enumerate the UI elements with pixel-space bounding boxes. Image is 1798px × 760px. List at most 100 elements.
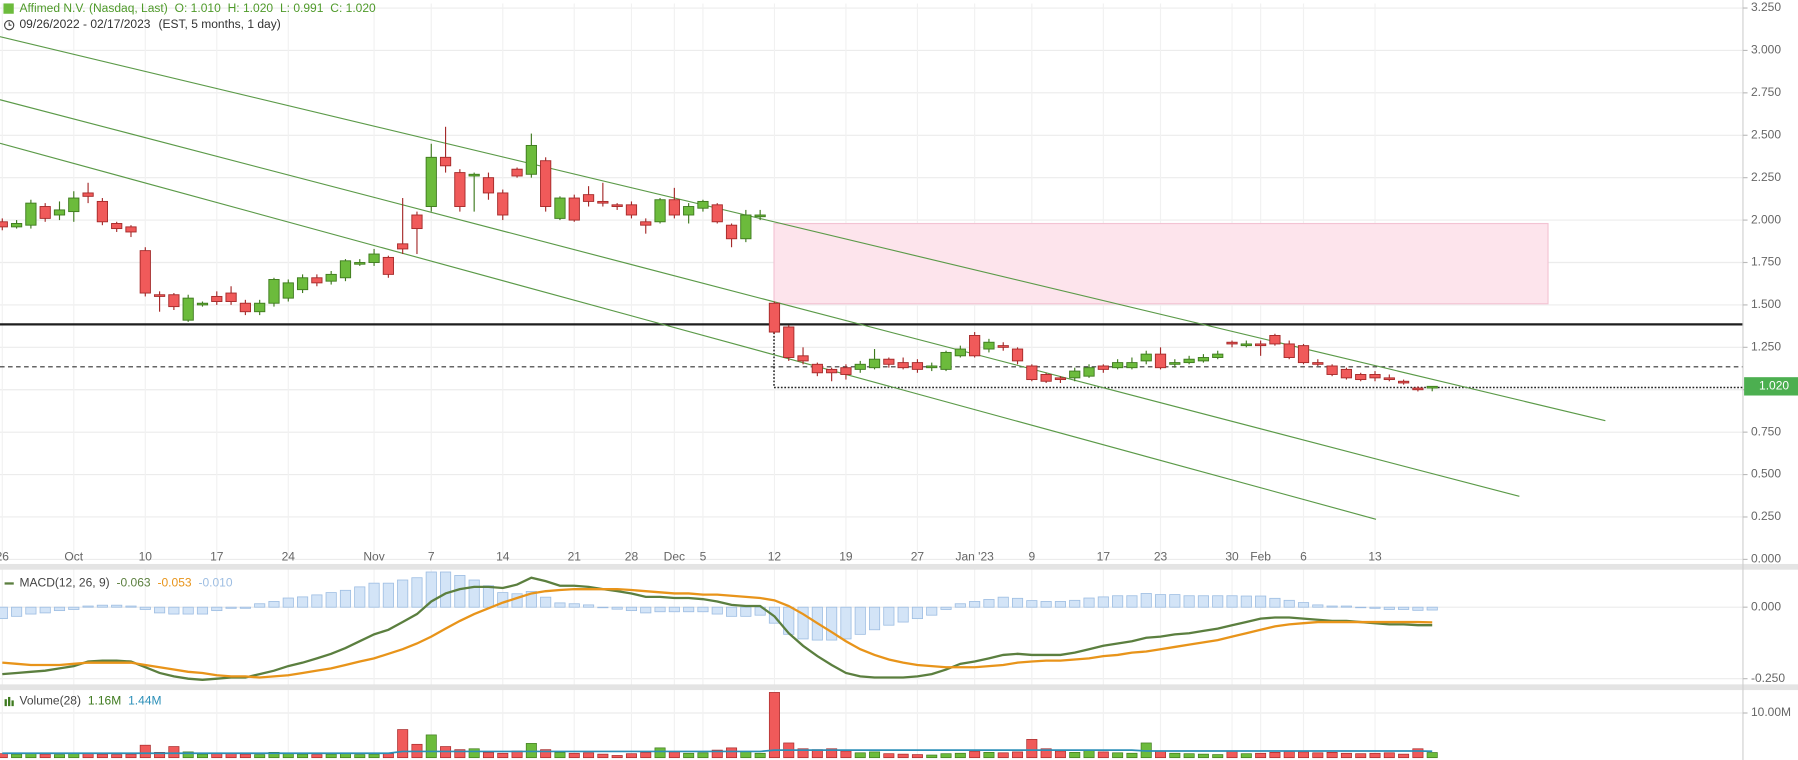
volume-bar (726, 747, 738, 759)
histogram-bar (354, 586, 366, 608)
candle-body (68, 197, 80, 213)
histogram-bar (53, 606, 66, 612)
histogram-bar (1255, 595, 1267, 608)
y-tick-label: 0.750 (1751, 424, 1781, 438)
histogram-bar (611, 606, 623, 610)
candle-body (82, 192, 94, 197)
header-value: L: 0.991 (280, 1, 324, 15)
volume-bar (1240, 753, 1252, 759)
volume-bar (196, 753, 208, 759)
histogram-bar (139, 606, 151, 610)
candle-body (397, 243, 409, 250)
x-tick-label: 26 (0, 549, 9, 563)
histogram-bar (868, 606, 881, 631)
volume-bar (497, 752, 509, 759)
histogram-bar (1355, 606, 1367, 609)
histogram-bar (1026, 600, 1038, 608)
candle-body (568, 197, 580, 221)
candle-body (1297, 345, 1310, 364)
candle-body (1326, 365, 1338, 375)
candle-body (1398, 380, 1410, 384)
volume-bar (1426, 752, 1438, 759)
candle-body (1140, 353, 1152, 362)
volume-bar (826, 748, 838, 759)
volume-bar (1269, 751, 1281, 759)
histogram-bar (468, 579, 480, 608)
volume-bar (954, 752, 966, 759)
candle-body (96, 200, 108, 223)
histogram-bar (268, 601, 280, 608)
histogram-bar (597, 606, 609, 609)
candle-body (969, 334, 981, 357)
volume-bar (611, 755, 623, 759)
candle-body (625, 204, 638, 216)
histogram-bar (39, 606, 51, 614)
histogram-bar (640, 606, 652, 614)
histogram-bar (1212, 595, 1224, 608)
candle-body (840, 367, 852, 375)
volume-bar (668, 751, 680, 759)
candle-body (1169, 362, 1181, 365)
histogram-bar (1169, 594, 1181, 608)
candle-body (239, 302, 251, 313)
y-tick-label: 0.000 (1751, 599, 1781, 613)
candle-body (1383, 377, 1395, 381)
histogram-bar (11, 606, 23, 617)
candle-body (511, 168, 523, 177)
candle-body (382, 256, 394, 275)
volume-bar (754, 752, 766, 759)
histogram-value: -0.010 (198, 576, 232, 590)
volume-bar (897, 753, 909, 759)
histogram-bar (225, 606, 237, 609)
volume-bar (1369, 752, 1381, 759)
histogram-bar (911, 606, 923, 620)
candle-body (697, 200, 709, 209)
volume-value: 1.16M (88, 694, 121, 708)
histogram-bar (1226, 595, 1238, 608)
candle-body (683, 206, 695, 216)
x-tick-label: 13 (1368, 549, 1382, 563)
histogram-bar (1312, 604, 1324, 608)
candle-body (439, 156, 452, 167)
y-tick-label: 1.250 (1751, 340, 1781, 354)
histogram-bar (425, 571, 437, 608)
candle-body (1226, 341, 1238, 345)
volume-bar (454, 749, 466, 759)
histogram-bar (683, 606, 695, 613)
volume-bar (111, 754, 123, 759)
volume-icon (8, 696, 11, 707)
histogram-bar (68, 606, 80, 610)
volume-bar (940, 753, 952, 759)
volume-bar (540, 749, 552, 759)
histogram-bar (540, 596, 552, 608)
histogram-bar (1412, 606, 1424, 611)
histogram-bar (726, 606, 738, 617)
marks (0, 126, 1438, 759)
histogram-bar (411, 577, 423, 608)
candle-body (1040, 374, 1052, 382)
candle-body (139, 250, 151, 294)
chart-title: Affimed N.V. (Nasdaq, Last) (19, 1, 167, 15)
histogram-bar (25, 606, 37, 615)
volume-bar (354, 754, 366, 759)
candle-body (368, 253, 380, 263)
histogram-bar (954, 603, 966, 608)
volume-bar (911, 754, 923, 759)
trend-line (0, 36, 1606, 422)
histogram-bar (1083, 597, 1095, 608)
volume-bar (1169, 752, 1181, 759)
volume-bar (1255, 752, 1267, 759)
y-tick-label: 2.750 (1751, 85, 1781, 99)
histogram-bar (1340, 605, 1352, 608)
x-tick-label: 19 (839, 549, 853, 563)
volume-bar (583, 752, 595, 759)
candle-body (111, 223, 123, 230)
candle-body (153, 294, 166, 297)
histogram-bar (168, 606, 180, 615)
y-tick-label: 3.000 (1751, 43, 1781, 57)
candle-body (1054, 377, 1067, 381)
histogram-bar (926, 606, 938, 616)
signal-value: -0.053 (158, 576, 192, 590)
